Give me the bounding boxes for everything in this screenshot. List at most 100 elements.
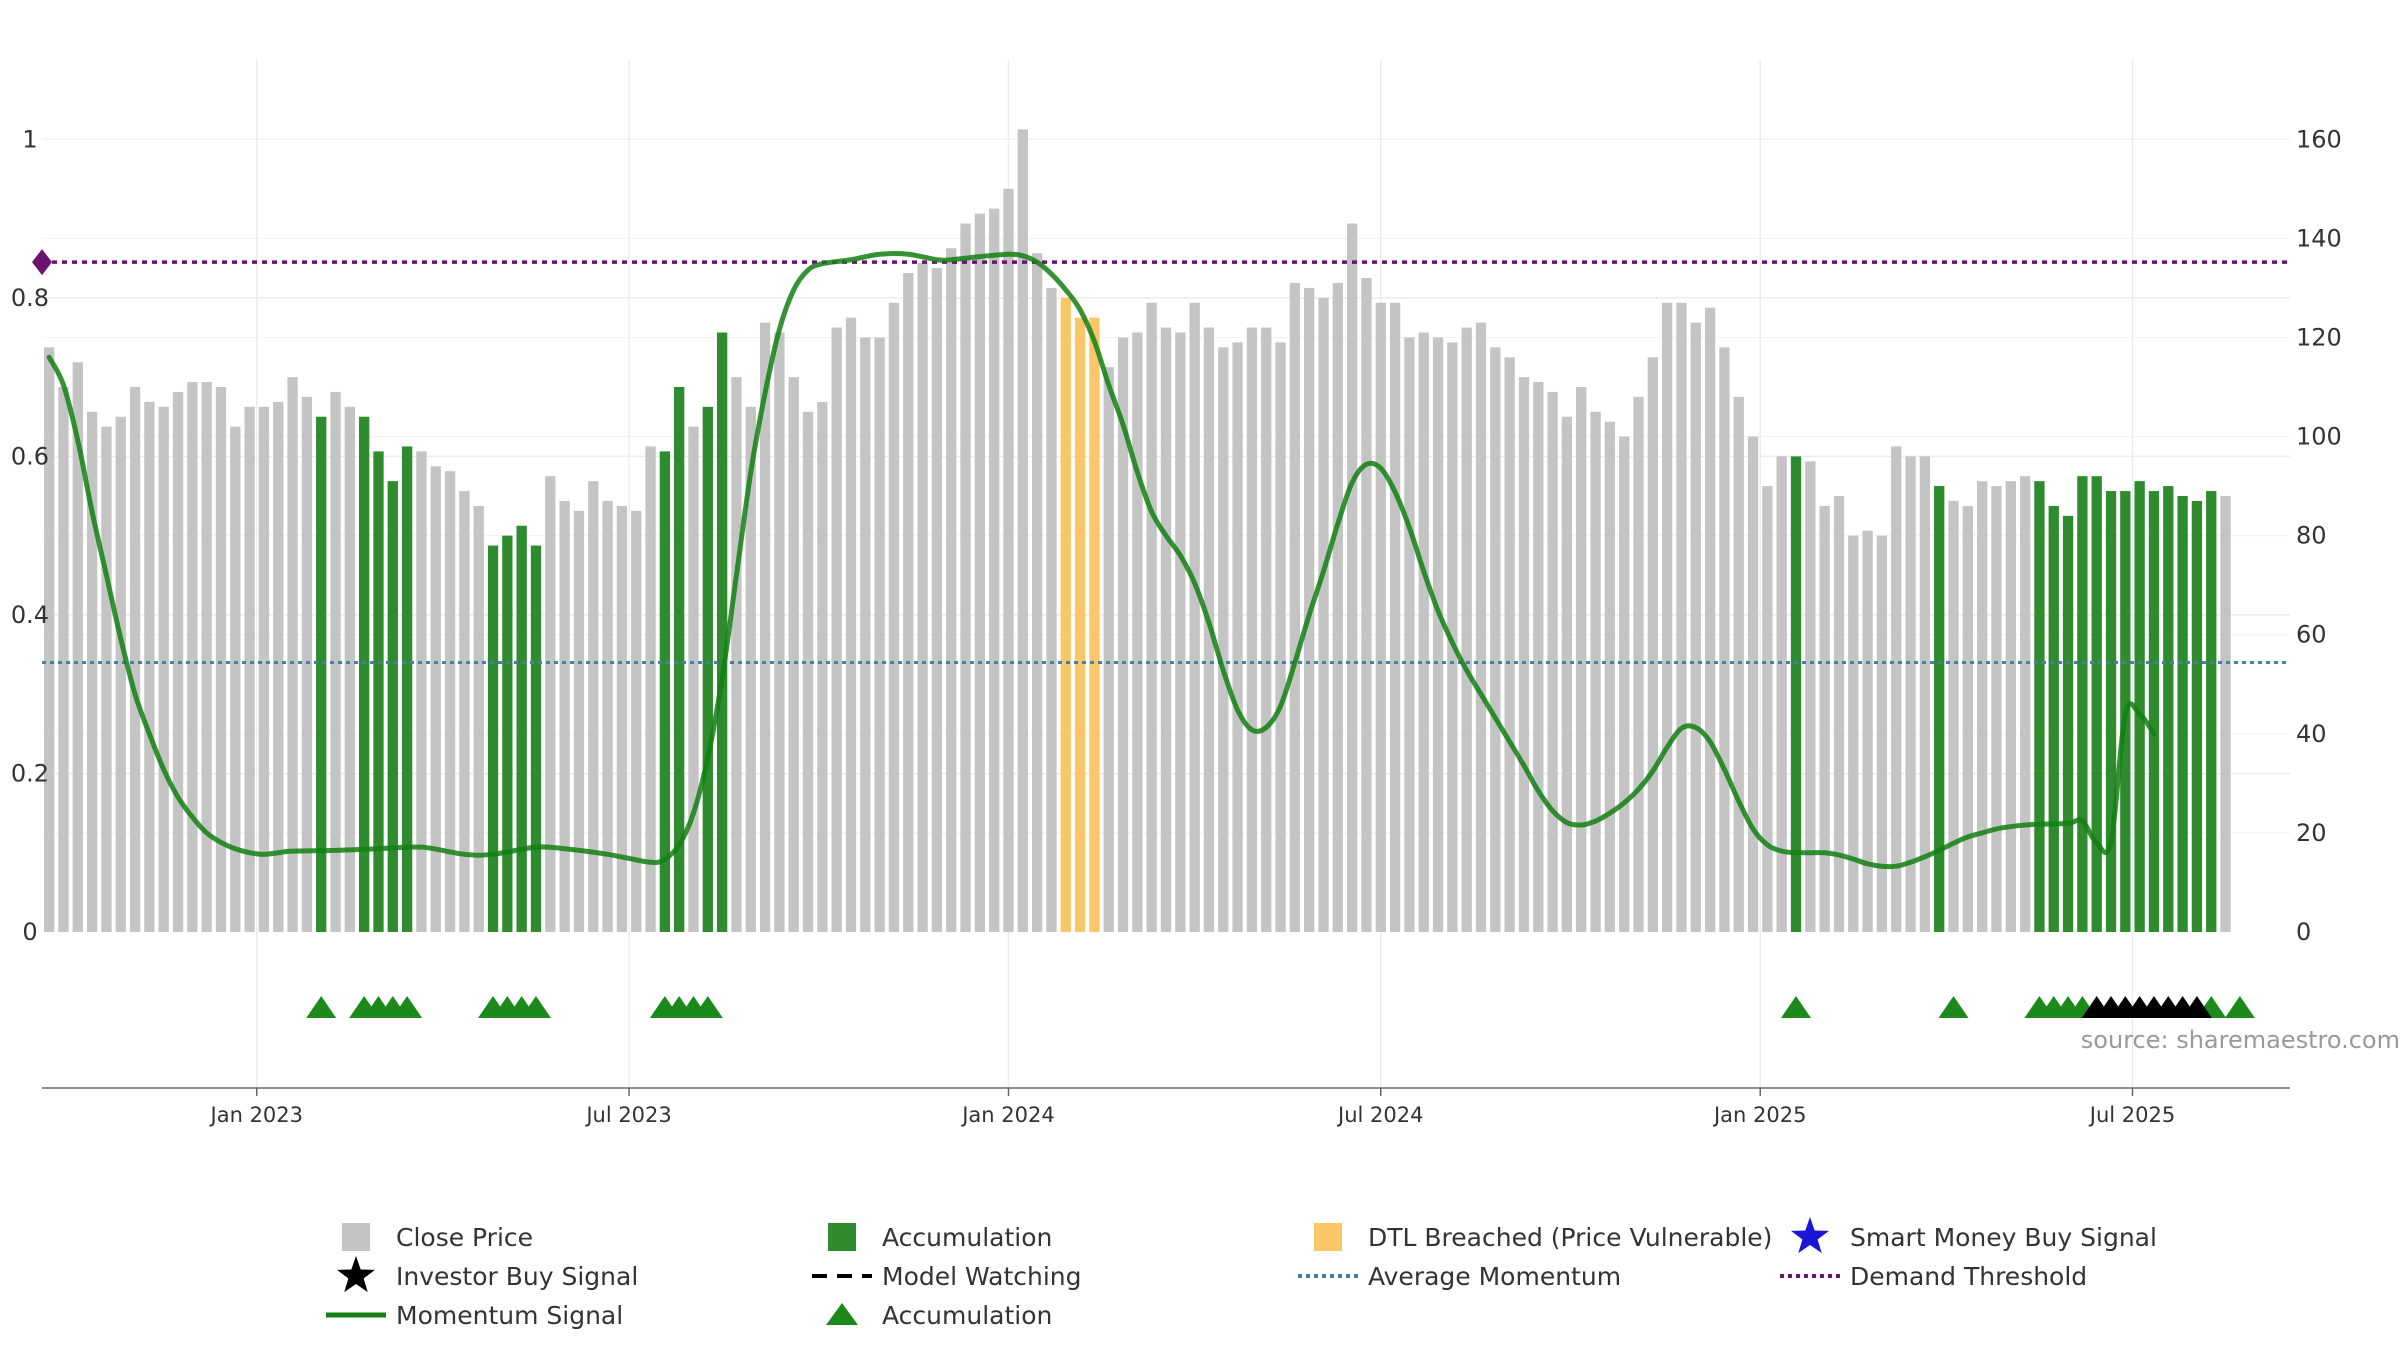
close-price-bar [344,406,356,932]
close-price-bar [874,337,885,932]
legend-swatch [1314,1223,1342,1251]
accumulation-triangle-marker [520,996,551,1018]
left-axis-tick-label: 0.4 [11,601,49,629]
close-price-bar [1862,530,1873,932]
accumulation-bar [2177,496,2188,932]
close-price-bar [1504,357,1515,933]
left-axis-tick-label: 1 [22,125,37,153]
right-axis-tick-label: 80 [2296,522,2327,550]
legend-label: Investor Buy Signal [396,1262,638,1291]
close-price-bar [1418,332,1429,932]
close-price-bar [44,347,55,932]
close-price-bar [1747,436,1759,932]
close-price-bar [931,268,943,932]
accumulation-triangle-marker [392,996,423,1018]
legend-item: Average Momentum [1298,1262,1621,1291]
close-price-bar [1833,496,1845,932]
accumulation-bar [373,451,384,932]
close-price-bar [974,213,986,932]
left-axis-tick-label: 0.8 [11,284,49,312]
legend-star-icon [1790,1217,1830,1254]
right-axis-tick-label: 100 [2296,423,2342,451]
close-price-bar [1633,396,1644,933]
x-axis-tick-label: Jan 2023 [209,1103,304,1127]
legend-item: Model Watching [812,1262,1082,1291]
accumulation-bar [359,416,370,932]
close-price-bar [1547,391,1558,932]
legend-label: DTL Breached (Price Vulnerable) [1368,1223,1772,1252]
close-price-bar [101,426,112,932]
accumulation-bar [2148,491,2160,932]
close-price-bar [731,377,742,932]
accumulation-bar [502,535,513,932]
close-price-bar [1661,302,1673,933]
legend-item: Accumulation [828,1223,1052,1252]
accumulation-bar [516,525,527,932]
x-axis-tick-label: Jul 2024 [1336,1103,1423,1127]
close-price-bar [888,302,900,933]
legend-item: Close Price [342,1223,533,1252]
accumulation-bar [316,416,327,932]
accumulation-bar [2134,481,2145,932]
close-price-bar [602,500,613,932]
close-price-bar [1275,342,1286,933]
close-price-bar [1819,505,1830,932]
accumulation-bar [716,332,728,932]
close-price-bar [1346,223,1358,932]
legend-label: Close Price [396,1223,533,1252]
close-price-bar [1490,347,1501,932]
legend-item: DTL Breached (Price Vulnerable) [1314,1223,1772,1252]
close-price-bar [287,377,298,932]
accumulation-bar [387,481,398,932]
close-price-bar [1891,446,1902,932]
left-axis-tick-label: 0.2 [11,759,49,787]
x-axis-tick-label: Jan 2024 [960,1103,1055,1127]
close-price-bar [1704,307,1716,932]
close-price-bar [545,476,556,932]
close-price-bar [58,387,69,932]
close-price-bar [1375,302,1386,933]
legend-label: Average Momentum [1368,1262,1621,1291]
close-price-bar [946,248,957,933]
close-price-bar [1619,436,1630,932]
close-price-bar [917,263,928,932]
close-price-bar [845,317,857,932]
close-price-bar [72,362,83,932]
accumulation-bar [674,387,685,932]
right-axis-tick-label: 40 [2296,720,2327,748]
close-price-bar [1160,327,1172,933]
accumulation-bar [487,545,499,932]
close-price-bar [1146,302,1157,933]
accumulation-bar [2191,500,2203,932]
accumulation-bar [2163,486,2174,932]
accumulation-bar [659,451,671,932]
close-price-bar [1905,456,1916,932]
close-price-bar [144,401,155,932]
close-price-bar [1762,486,1773,932]
close-price-bar [1647,357,1658,933]
close-price-bar [1289,282,1301,932]
close-price-bar [1132,332,1143,932]
momentum-signal [46,251,2157,870]
close-price-bar [86,411,98,933]
close-price-bar [201,382,212,933]
close-price-bar [745,406,756,932]
legend-item: Smart Money Buy Signal [1790,1217,2157,1254]
accumulation-bar [2105,491,2117,932]
close-price-bar [1046,287,1057,933]
accumulation-triangle-marker [306,996,337,1018]
close-price-bar [802,411,814,933]
investor-buy-marker [2181,996,2212,1018]
close-price-bar [1261,327,1272,933]
close-price-bar [688,426,699,932]
accumulation-bar [2034,481,2045,932]
close-price-bar [258,406,270,932]
signal-markers [306,996,2255,1018]
close-price-bar [1003,188,1014,932]
close-price-bar [989,208,1000,933]
close-price-bar [187,382,198,933]
close-price-bar [158,406,169,932]
close-price-bar [215,387,227,932]
close-price-bar [430,466,441,932]
left-axis-tick-label: 0.6 [11,442,49,470]
